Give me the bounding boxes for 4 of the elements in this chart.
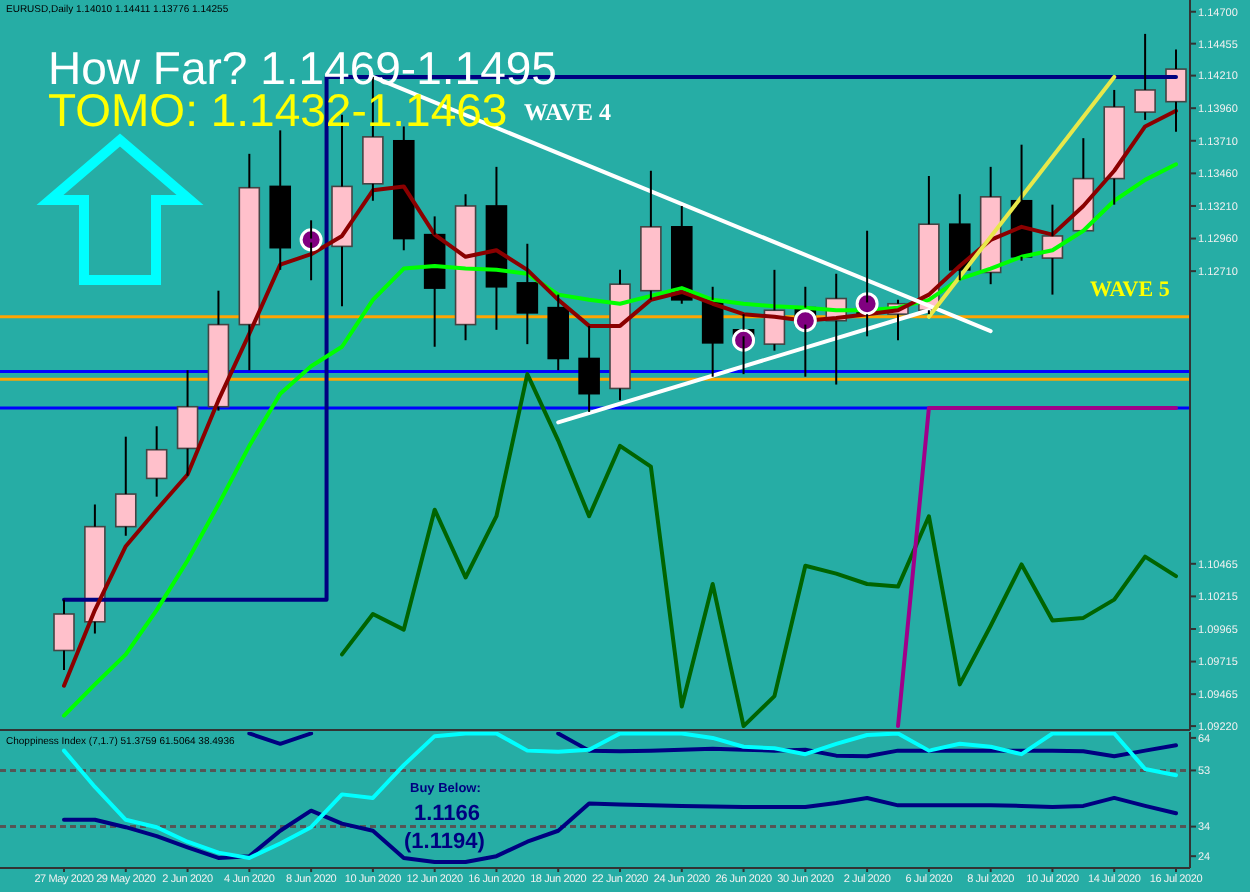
annotation: 1.1166 [414,802,481,826]
annotation: WAVE 5 [1090,278,1171,302]
annotation: WAVE 4 [524,98,611,126]
annotation: (1.1194) [404,830,486,854]
